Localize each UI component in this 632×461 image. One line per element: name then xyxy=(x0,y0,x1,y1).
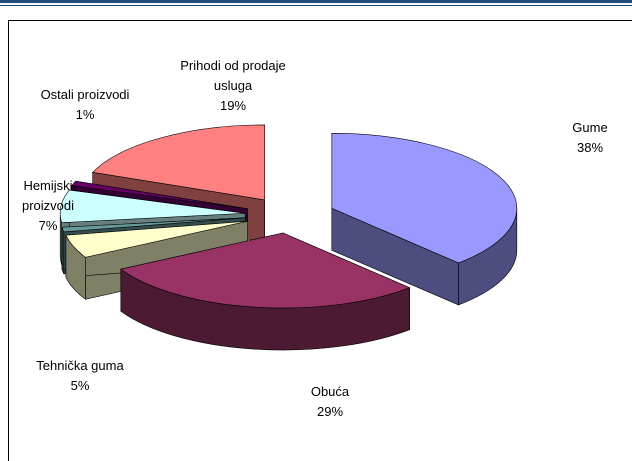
slice-label: Obuća 29% xyxy=(270,382,390,422)
value-label: 19% xyxy=(219,98,247,113)
category-name: Ostali proizvodi xyxy=(40,87,130,102)
top-bar xyxy=(0,0,632,3)
slice-label: Tehnička guma 5% xyxy=(10,356,150,396)
slice xyxy=(59,189,246,223)
value-label: 38% xyxy=(576,140,604,155)
slice xyxy=(71,180,248,210)
category-name: Gume xyxy=(572,120,608,135)
chart xyxy=(59,124,518,351)
value-label: 1% xyxy=(75,107,95,122)
slice xyxy=(61,217,246,233)
slice xyxy=(65,220,248,258)
slice-label: Prihodi od prodaje usluga 19% xyxy=(168,56,298,116)
slice-label: Hemijski proizvodi 7% xyxy=(8,176,88,236)
slice-label: Gume 38% xyxy=(550,118,630,158)
chart-frame xyxy=(8,20,632,461)
slice-label: Ostali proizvodi 1% xyxy=(15,85,155,125)
slice xyxy=(331,132,518,264)
value-label: 29% xyxy=(316,404,344,419)
slice xyxy=(92,124,266,201)
category-name: Obuća xyxy=(310,384,350,399)
slice xyxy=(120,232,411,309)
category-name: Hemijski proizvodi xyxy=(21,178,75,213)
top-bar-line xyxy=(0,5,632,6)
category-name: Tehnička guma xyxy=(36,358,124,373)
value-label: 7% xyxy=(38,218,58,233)
category-name: Prihodi od prodaje usluga xyxy=(180,58,286,93)
value-label: 5% xyxy=(70,378,90,393)
